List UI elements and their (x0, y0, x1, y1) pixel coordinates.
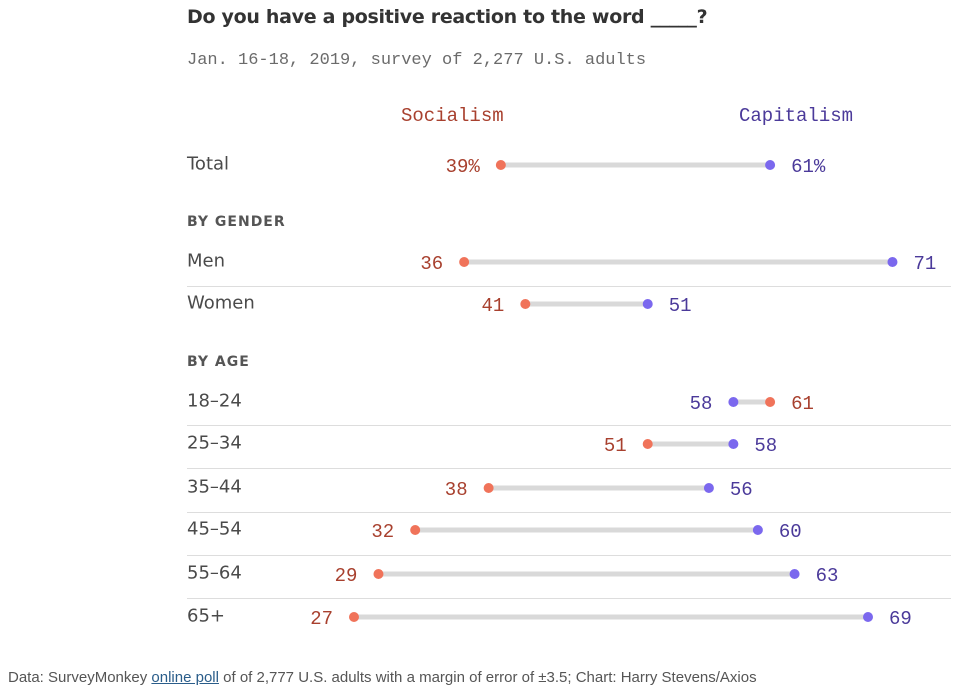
chart-subtitle: Jan. 16-18, 2019, survey of 2,277 U.S. a… (187, 51, 647, 70)
capitalism-value-label: 60 (779, 521, 802, 543)
capitalism-dot (642, 299, 653, 309)
legend-socialism: Socialism (401, 105, 504, 127)
socialism-dot (459, 257, 470, 267)
capitalism-dot (863, 612, 873, 622)
row-label: 25–34 (187, 432, 242, 454)
capitalism-value-label: 61% (791, 156, 826, 178)
capitalism-value-label: 58 (754, 435, 777, 457)
socialism-dot (410, 525, 421, 535)
socialism-value-label: 41 (482, 295, 505, 317)
capitalism-value-label: 56 (730, 479, 753, 501)
row-divider (187, 425, 951, 426)
source-prefix: Data: SurveyMonkey (8, 669, 152, 686)
socialism-value-label: 27 (310, 608, 333, 630)
capitalism-value-label: 71 (913, 253, 936, 275)
online-poll-link[interactable]: online poll (151, 669, 219, 686)
section-label: BY GENDER (187, 214, 286, 230)
row-label: Men (187, 250, 226, 272)
row-divider (187, 512, 951, 513)
socialism-value-label: 61 (791, 393, 814, 415)
capitalism-value-label: 63 (816, 565, 839, 587)
capitalism-value-label: 69 (889, 608, 912, 630)
row-label: 45–54 (187, 518, 242, 540)
source-suffix: of of 2,777 U.S. adults with a margin of… (218, 669, 757, 686)
row-divider (187, 468, 951, 469)
chart-title: Do you have a positive reaction to the w… (187, 6, 708, 28)
row-label: 55–64 (187, 562, 242, 584)
socialism-value-label: 32 (371, 521, 394, 543)
socialism-dot (483, 483, 494, 493)
capitalism-dot (728, 397, 739, 407)
row-divider (187, 598, 951, 599)
row-label: 65+ (187, 605, 225, 627)
capitalism-dot (703, 483, 714, 493)
socialism-dot (349, 612, 359, 622)
socialism-dot (495, 160, 506, 170)
capitalism-dot (728, 439, 739, 449)
capitalism-dot (765, 160, 776, 170)
row-divider (187, 286, 951, 287)
capitalism-value-label: 58 (690, 393, 713, 415)
row-label: 18–24 (187, 390, 242, 412)
capitalism-dot (752, 525, 763, 535)
socialism-dot (765, 397, 776, 407)
socialism-value-label: 39% (446, 156, 481, 178)
source-note: Data: SurveyMonkey online poll of of 2,7… (8, 669, 757, 686)
socialism-dot (520, 299, 531, 309)
socialism-value-label: 38 (445, 479, 468, 501)
row-label: 35–44 (187, 476, 242, 498)
socialism-value-label: 36 (420, 253, 443, 275)
socialism-dot (642, 439, 653, 449)
section-label: BY AGE (187, 354, 250, 370)
socialism-value-label: 29 (335, 565, 358, 587)
capitalism-value-label: 51 (669, 295, 692, 317)
capitalism-dot (789, 569, 800, 579)
legend-capitalism: Capitalism (739, 105, 854, 127)
row-divider (187, 555, 951, 556)
capitalism-dot (887, 257, 898, 267)
socialism-dot (373, 569, 384, 579)
row-label: Total (187, 153, 230, 175)
row-label: Women (187, 292, 255, 314)
socialism-value-label: 51 (604, 435, 627, 457)
